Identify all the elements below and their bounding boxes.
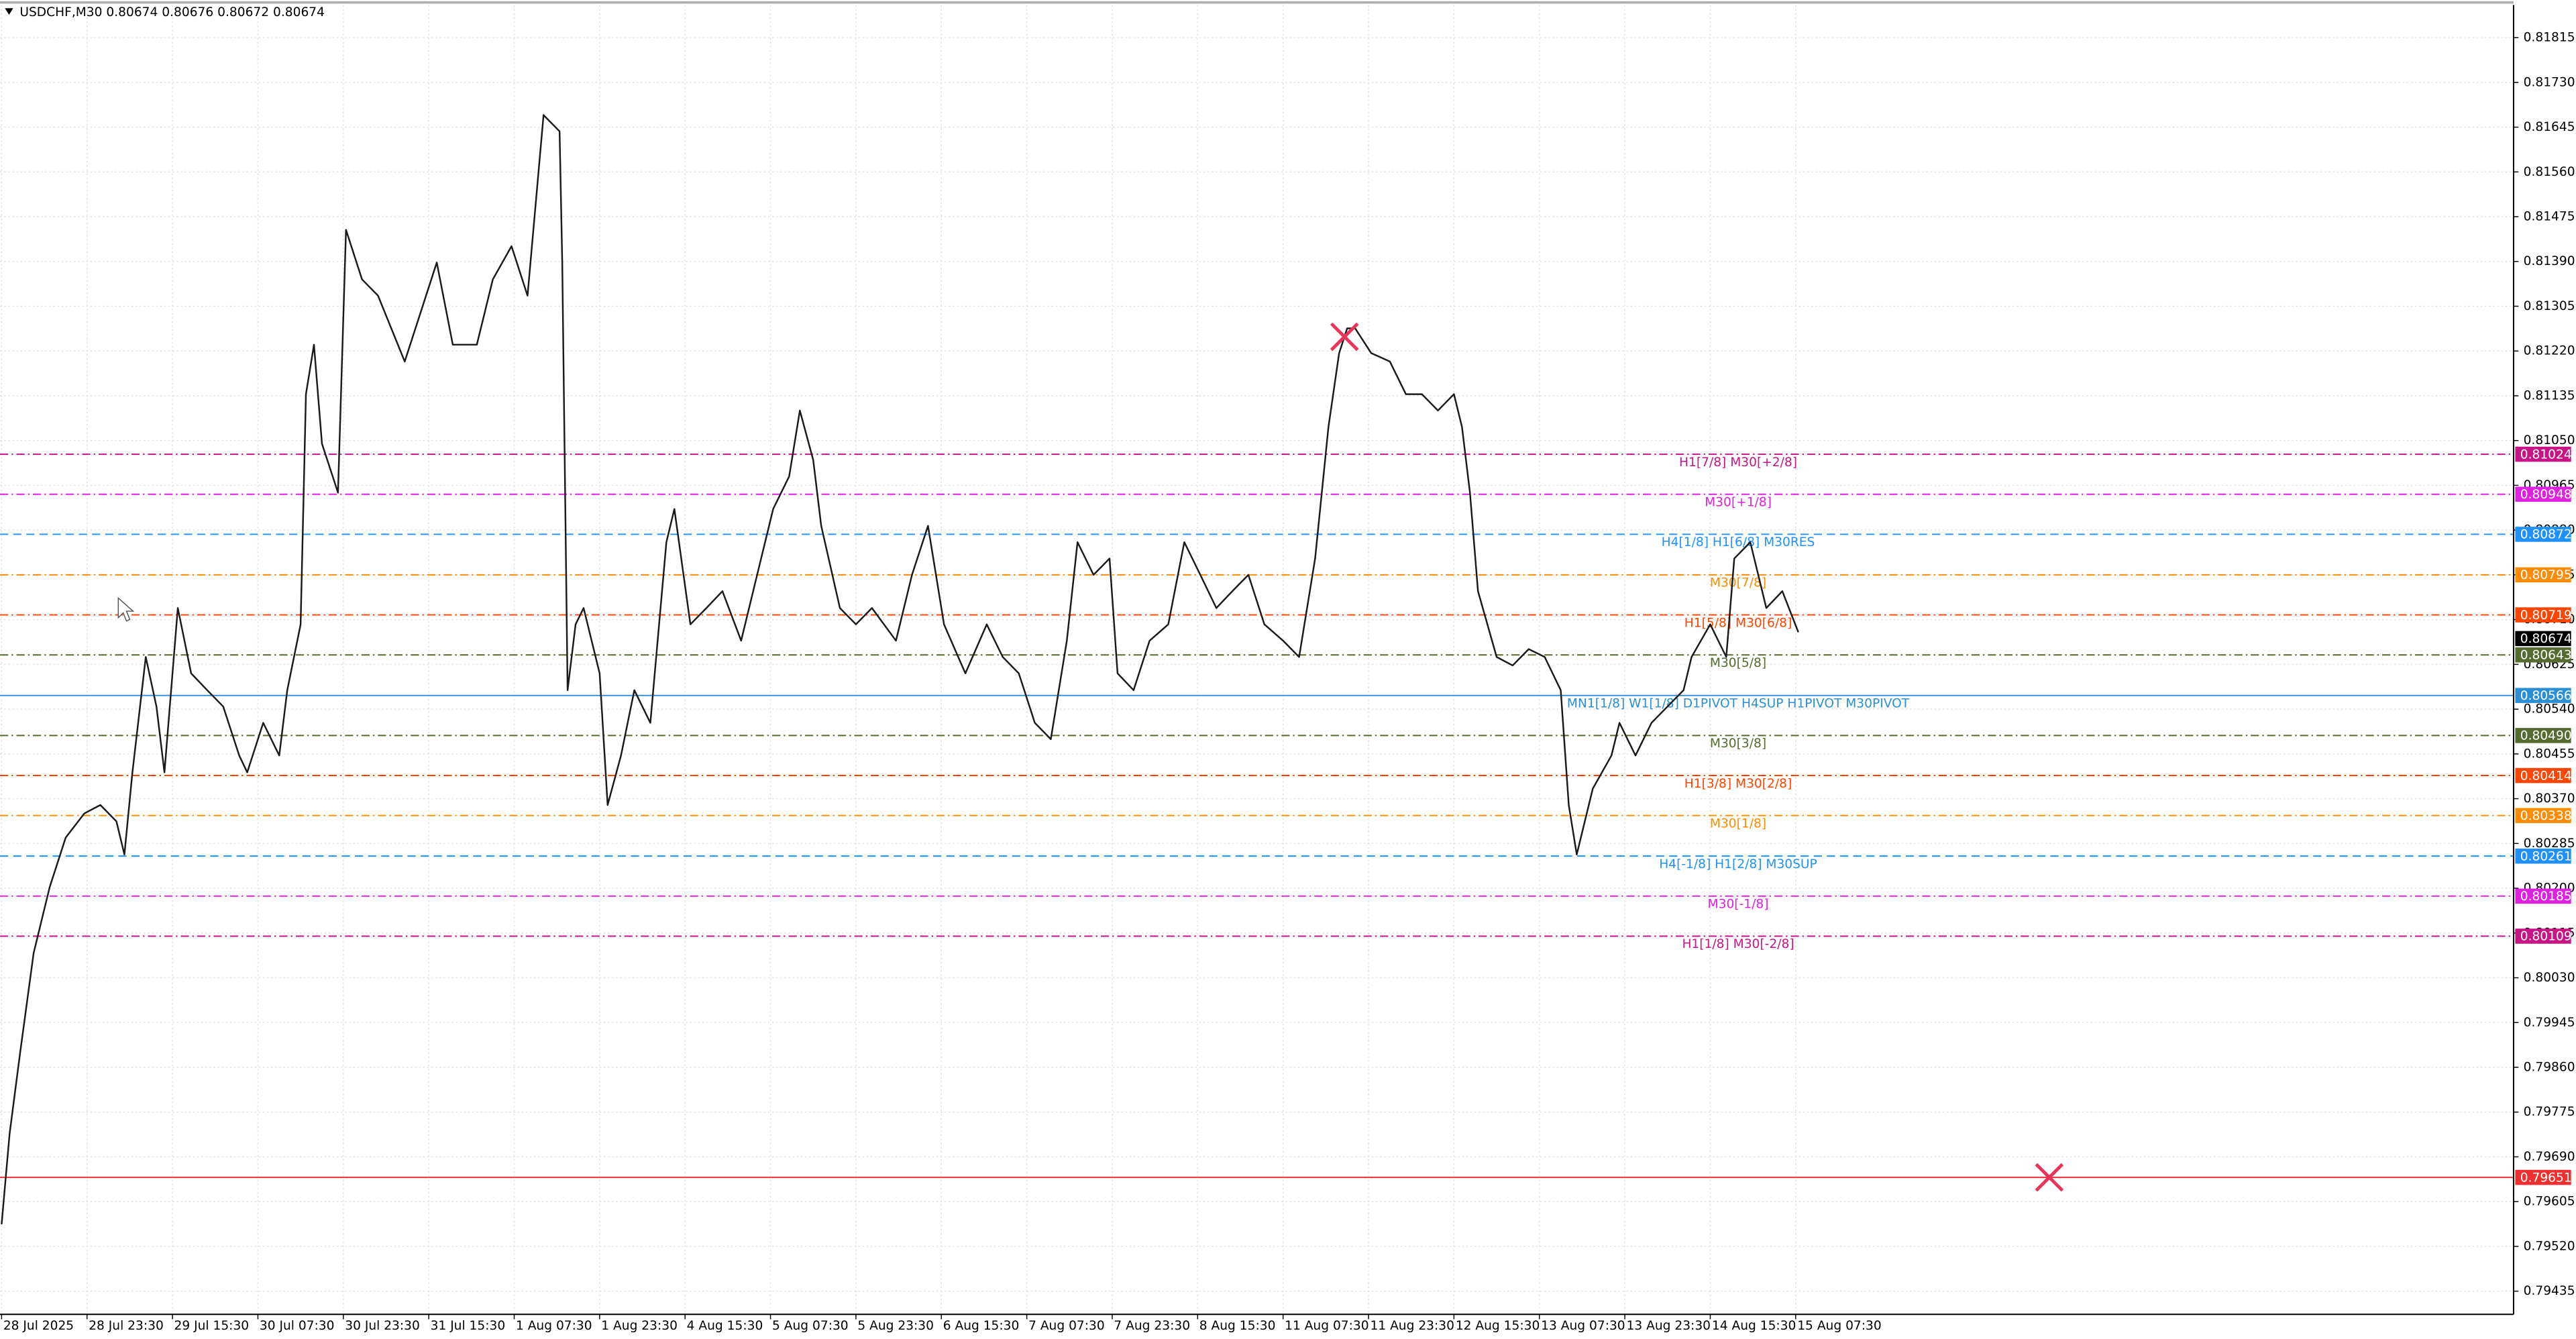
- x-tick-label: 11 Aug 07:30: [1285, 1319, 1368, 1333]
- x-tick-label: 11 Aug 23:30: [1370, 1319, 1454, 1333]
- level-label: M30[3/8]: [1710, 737, 1766, 751]
- y-tick-label: 0.79775: [2524, 1105, 2575, 1119]
- y-tick-label: 0.80370: [2524, 792, 2575, 806]
- price-box-label: 0.80643: [2520, 648, 2572, 662]
- y-tick-label: 0.79520: [2524, 1239, 2575, 1253]
- level-label: H1[3/8] M30[2/8]: [1684, 777, 1792, 791]
- price-box-label: 0.80948: [2520, 488, 2572, 502]
- level-label: M30[7/8]: [1710, 576, 1766, 590]
- price-box-label: 0.79651: [2520, 1171, 2572, 1185]
- price-box: [2515, 688, 2571, 703]
- y-tick-label: 0.79605: [2524, 1195, 2575, 1209]
- y-tick-label: 0.81475: [2524, 210, 2575, 224]
- levels: H1[7/8] M30[+2/8] M30[+1/8] H4[1/8] H1[6/8…: [0, 453, 2514, 1179]
- y-tick-label: 0.81050: [2524, 433, 2575, 447]
- x-tick-label: 30 Jul 07:30: [260, 1319, 335, 1333]
- y-tick-label: 0.81220: [2524, 344, 2575, 358]
- y-tick-label: 0.81135: [2524, 388, 2575, 403]
- price-box: [2515, 486, 2571, 502]
- x-tick-label: 5 Aug 23:30: [857, 1319, 934, 1333]
- y-tick-label: 0.80455: [2524, 747, 2575, 761]
- axis-labels: 0.81815 0.81730 0.81645 0.81560 0.81475 0.813…: [1, 31, 2575, 1333]
- x-tick-label: 1 Aug 23:30: [601, 1319, 678, 1333]
- y-tick-label: 0.79690: [2524, 1150, 2575, 1164]
- level-label: M30[5/8]: [1710, 656, 1766, 670]
- x-tick-label: 7 Aug 23:30: [1114, 1319, 1190, 1333]
- x-tick-label: 4 Aug 15:30: [687, 1319, 763, 1333]
- price-box-label: 0.80261: [2520, 849, 2572, 863]
- cross-marker: [2035, 1163, 2064, 1192]
- y-tick-label: 0.80030: [2524, 971, 2575, 985]
- level-label: H1[7/8] M30[+2/8]: [1679, 456, 1797, 470]
- price-box: [2515, 631, 2571, 647]
- x-tick-label: 15 Aug 07:30: [1797, 1319, 1881, 1333]
- chart-title: USDCHF,M30 0.80674 0.80676 0.80672 0.806…: [19, 5, 325, 19]
- menu-arrow[interactable]: [5, 8, 13, 15]
- price-box: [2515, 848, 2571, 864]
- price-box: [2515, 888, 2571, 904]
- price-line: [1, 114, 1799, 1225]
- y-tick-label: 0.81815: [2524, 31, 2575, 45]
- y-tick-label: 0.81560: [2524, 165, 2575, 179]
- level-label: MN1[1/8] W1[1/8] D1PIVOT H4SUP H1PIVOT M…: [1567, 696, 1910, 710]
- x-tick-label: 13 Aug 23:30: [1627, 1319, 1711, 1333]
- level-label: M30[-1/8]: [1708, 898, 1769, 912]
- price-box-label: 0.80185: [2520, 890, 2572, 904]
- price-box-label: 0.80674: [2520, 632, 2572, 646]
- x-tick-label: 28 Jul 2025: [3, 1319, 74, 1333]
- cursor: [117, 596, 135, 622]
- price-box: [2515, 928, 2571, 944]
- y-tick-label: 0.80285: [2524, 837, 2575, 851]
- x-tick-label: 28 Jul 23:30: [89, 1319, 164, 1333]
- price-box: [2515, 728, 2571, 743]
- y-tick-label: 0.80540: [2524, 702, 2575, 716]
- cross-marker: [1330, 322, 1359, 352]
- x-tick-label: 6 Aug 15:30: [943, 1319, 1020, 1333]
- y-tick-label: 0.81390: [2524, 254, 2575, 268]
- y-tick-label: 0.79945: [2524, 1016, 2575, 1030]
- price-box: [2515, 567, 2571, 583]
- level-label: H4[-1/8] H1[2/8] M30SUP: [1659, 857, 1817, 871]
- level-label: H4[1/8] H1[6/8] M30RES: [1662, 535, 1815, 549]
- level-label: H1[1/8] M30[-2/8]: [1682, 937, 1794, 951]
- level-label: M30[+1/8]: [1705, 496, 1772, 510]
- price-box: [2515, 1169, 2571, 1185]
- price-box: [2515, 446, 2571, 462]
- x-tick-label: 30 Jul 23:30: [345, 1319, 420, 1333]
- price-box: [2515, 767, 2571, 784]
- level-label: H1[5/8] M30[6/8]: [1684, 616, 1792, 630]
- y-tick-label: 0.79435: [2524, 1284, 2575, 1298]
- price-box: [2515, 527, 2571, 542]
- x-tick-label: 13 Aug 07:30: [1541, 1319, 1625, 1333]
- y-tick-label: 0.81645: [2524, 120, 2575, 134]
- price-box-label: 0.80109: [2520, 930, 2572, 944]
- price-box: [2515, 647, 2571, 663]
- level-label: M30[1/8]: [1710, 816, 1766, 831]
- x-tick-label: 5 Aug 07:30: [772, 1319, 849, 1333]
- x-tick-label: 14 Aug 15:30: [1712, 1319, 1796, 1333]
- price-box-label: 0.80795: [2520, 568, 2572, 582]
- x-tick-label: 1 Aug 07:30: [516, 1319, 592, 1333]
- price-box-label: 0.80719: [2520, 608, 2572, 623]
- price-box-label: 0.80566: [2520, 689, 2572, 703]
- y-tick-label: 0.79860: [2524, 1060, 2575, 1074]
- y-tick-label: 0.81305: [2524, 299, 2575, 313]
- price-box: [2515, 808, 2571, 823]
- price-box-label: 0.80338: [2520, 809, 2572, 823]
- price-box-label: 0.81024: [2520, 447, 2572, 462]
- price-box-label: 0.80872: [2520, 528, 2572, 542]
- y-tick-label: 0.81730: [2524, 75, 2575, 89]
- x-tick-label: 29 Jul 15:30: [174, 1319, 250, 1333]
- price-box-label: 0.80414: [2520, 769, 2572, 783]
- x-tick-label: 7 Aug 07:30: [1028, 1319, 1105, 1333]
- x-tick-label: 12 Aug 15:30: [1456, 1319, 1540, 1333]
- price-box: [2515, 607, 2571, 623]
- x-tick-label: 31 Jul 15:30: [431, 1319, 506, 1333]
- price-box-label: 0.80490: [2520, 729, 2572, 743]
- x-tick-label: 8 Aug 15:30: [1199, 1319, 1276, 1333]
- plot: [1, 114, 2064, 1225]
